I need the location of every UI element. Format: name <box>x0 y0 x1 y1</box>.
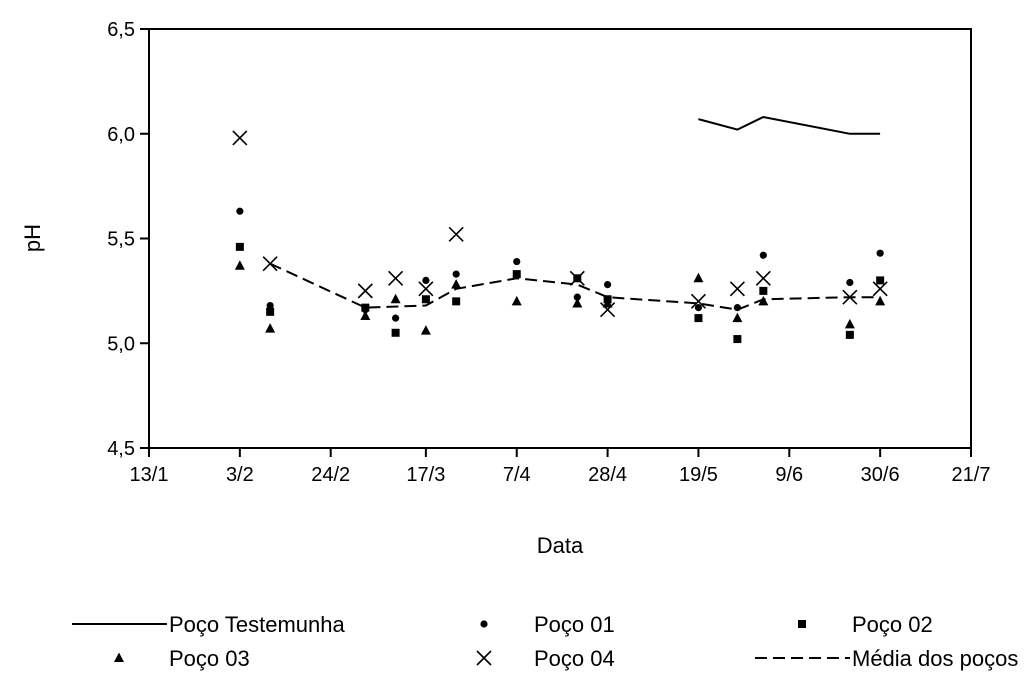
y-tick-label: 6,0 <box>107 124 135 146</box>
legend-swatch <box>798 620 806 628</box>
legend-label: Poço 02 <box>852 612 933 637</box>
x-tick-label: 13/1 <box>130 464 169 486</box>
plot-area-frame <box>148 28 972 449</box>
y-tick-label: 5,5 <box>107 229 135 251</box>
series-line-poco-testemunha <box>698 115 881 135</box>
legend-swatch <box>476 650 492 666</box>
data-point-poco-02 <box>845 330 854 339</box>
data-point-poco-01 <box>422 276 430 284</box>
x-tick-label: 3/2 <box>226 464 254 486</box>
data-point-poco-01 <box>452 270 460 278</box>
legend-entry: Poço 04 <box>476 646 615 671</box>
data-point-poco-03 <box>732 312 743 323</box>
y-tick-label: 5,0 <box>107 333 135 355</box>
data-point-poco-01 <box>603 280 612 289</box>
data-point-poco-02 <box>421 295 430 304</box>
data-point-poco-01 <box>573 293 581 301</box>
data-point-poco-03 <box>420 325 431 335</box>
data-point-poco-04 <box>357 283 373 299</box>
legend-label: Média dos poços <box>852 646 1018 671</box>
legend-entry: Poço 02 <box>798 612 933 637</box>
data-point-poco-04 <box>388 270 404 286</box>
data-point-poco-04 <box>418 281 434 297</box>
data-point-poco-03 <box>360 310 371 321</box>
data-point-poco-02 <box>512 270 521 279</box>
legend: Poço Testemunha Poço 01 Poço 02 Poço 03 Poço… <box>72 612 1018 671</box>
x-tick-label: 7/4 <box>503 464 531 486</box>
legend-swatch <box>114 652 124 662</box>
x-tick-label: 28/4 <box>588 464 627 486</box>
axis-ticks: 4,5 5,0 5,5 6,0 6,5 13/1 3/2 24/2 17/3 7/4 28/4 19/… <box>107 19 990 486</box>
data-point-poco-03 <box>390 293 401 304</box>
data-point-poco-02 <box>733 335 742 344</box>
x-tick-label: 9/6 <box>775 464 803 486</box>
data-point-poco-02 <box>694 314 703 323</box>
data-point-poco-02 <box>235 242 244 251</box>
data-point-poco-03 <box>451 279 462 289</box>
data-point-poco-04 <box>448 226 464 242</box>
data-point-poco-03 <box>602 297 613 308</box>
data-point-poco-02 <box>266 307 275 316</box>
data-point-poco-04 <box>690 293 707 309</box>
data-point-poco-02 <box>876 276 885 285</box>
data-point-poco-01 <box>759 251 767 259</box>
data-point-poco-01 <box>876 249 884 257</box>
legend-swatch <box>480 620 488 628</box>
x-tick-label: 24/2 <box>311 464 350 486</box>
data-point-poco-04 <box>755 270 771 286</box>
data-point-poco-01 <box>694 304 703 312</box>
data-point-poco-04 <box>729 281 745 297</box>
legend-entry: Poço 03 <box>114 646 250 671</box>
data-point-poco-04 <box>872 281 888 297</box>
legend-entry: Poço 01 <box>480 612 615 637</box>
x-tick-label: 17/3 <box>406 464 445 486</box>
data-point-poco-01 <box>513 257 521 266</box>
data-point-poco-01 <box>236 207 244 215</box>
x-tick-label: 30/6 <box>861 464 900 486</box>
data-point-poco-03 <box>265 323 276 333</box>
y-tick-label: 6,5 <box>107 19 135 41</box>
data-point-poco-02 <box>452 297 461 306</box>
data-point-poco-04 <box>600 302 616 318</box>
data-point-poco-03 <box>693 272 704 283</box>
legend-label: Poço Testemunha <box>169 612 345 637</box>
data-point-poco-01 <box>846 278 854 287</box>
y-axis-title: pH <box>20 224 45 252</box>
data-point-poco-04 <box>569 270 585 286</box>
series-layer <box>232 115 888 344</box>
data-point-poco-02 <box>361 303 370 312</box>
legend-label: Poço 04 <box>534 646 615 671</box>
data-point-poco-02 <box>759 286 768 295</box>
data-point-poco-03 <box>758 295 769 306</box>
x-tick-label: 21/7 <box>952 464 991 486</box>
data-point-poco-04 <box>232 130 248 146</box>
x-axis-title: Data <box>537 533 584 558</box>
x-tick-label: 19/5 <box>679 464 718 486</box>
data-point-poco-03 <box>234 260 245 270</box>
series-line-media-dos-pocos <box>269 262 881 311</box>
data-point-poco-03 <box>572 297 583 308</box>
legend-entry: Poço Testemunha <box>72 612 345 637</box>
data-point-poco-02 <box>391 328 400 337</box>
data-point-poco-03 <box>875 295 886 306</box>
legend-entry: Média dos poços <box>755 646 1018 671</box>
y-tick-label: 4,5 <box>107 438 135 460</box>
data-point-poco-03 <box>511 295 522 306</box>
legend-label: Poço 01 <box>534 612 615 637</box>
data-point-poco-01 <box>392 314 400 322</box>
data-point-poco-03 <box>844 318 855 329</box>
legend-label: Poço 03 <box>169 646 250 671</box>
